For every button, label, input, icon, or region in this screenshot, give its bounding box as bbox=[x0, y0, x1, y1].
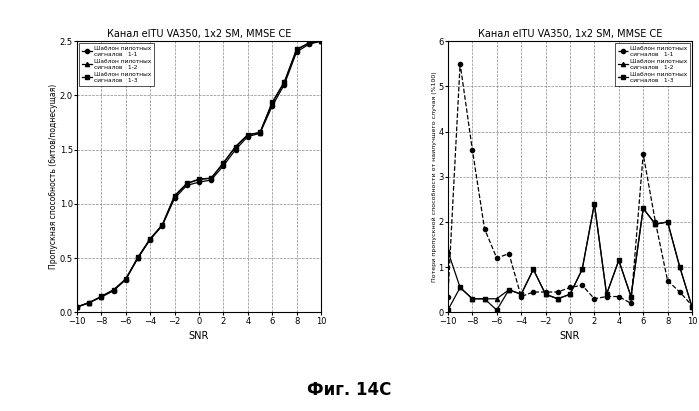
X-axis label: SNR: SNR bbox=[560, 331, 580, 341]
Title: Канал eITU VA350, 1x2 SM, MMSE CE: Канал eITU VA350, 1x2 SM, MMSE CE bbox=[107, 29, 291, 39]
Title: Канал eITU VA350, 1x2 SM, MMSE CE: Канал eITU VA350, 1x2 SM, MMSE CE bbox=[478, 29, 662, 39]
Legend: Шаблон пилотных
сигналов   1-1, Шаблон пилотных
сигналов   1-2, Шаблон пилотных
: Шаблон пилотных сигналов 1-1, Шаблон пил… bbox=[615, 43, 690, 86]
X-axis label: SNR: SNR bbox=[189, 331, 209, 341]
Legend: Шаблон пилотных
сигналов   1-1, Шаблон пилотных
сигналов   1-2, Шаблон пилотных
: Шаблон пилотных сигналов 1-1, Шаблон пил… bbox=[79, 43, 154, 86]
Text: Фиг. 14С: Фиг. 14С bbox=[308, 381, 391, 399]
Y-axis label: Пропускная способность (битов/поднесущая): Пропускная способность (битов/поднесущая… bbox=[49, 84, 58, 269]
Y-axis label: Потери пропускной способности от наилучшего случая (%100): Потери пропускной способности от наилучш… bbox=[432, 72, 437, 282]
